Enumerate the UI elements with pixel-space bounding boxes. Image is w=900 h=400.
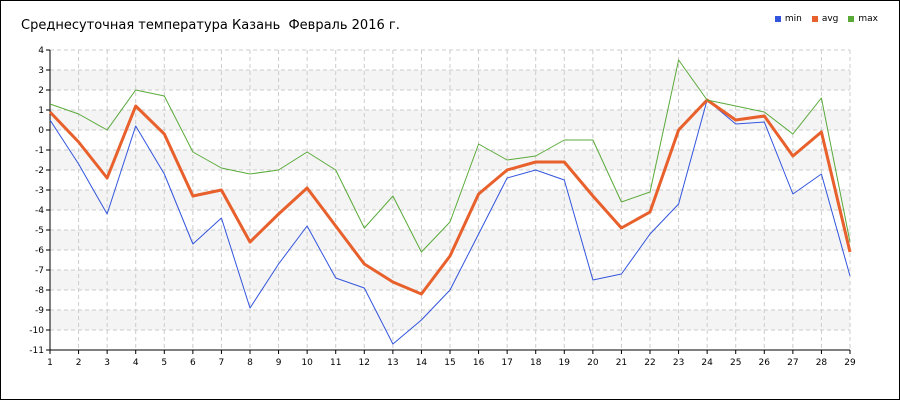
x-tick-label: 26	[759, 358, 771, 368]
x-tick-label: 22	[644, 358, 655, 368]
legend-label-max: max	[858, 14, 878, 24]
x-tick-label: 15	[444, 358, 455, 368]
y-tick-label: -7	[35, 266, 44, 276]
x-tick-label: 5	[161, 358, 167, 368]
y-tick-label: 0	[38, 126, 44, 136]
x-tick-label: 8	[247, 358, 253, 368]
y-tick-label: -10	[29, 326, 44, 336]
y-tick-label: -6	[35, 246, 44, 256]
legend-item-max: max	[848, 14, 878, 24]
x-tick-label: 19	[559, 358, 571, 368]
x-tick-label: 12	[359, 358, 370, 368]
x-tick-label: 10	[301, 358, 313, 368]
x-tick-label: 23	[673, 358, 684, 368]
x-tick-label: 18	[530, 358, 542, 368]
x-tick-label: 28	[816, 358, 828, 368]
y-tick-label: -5	[35, 226, 44, 236]
x-tick-label: 17	[501, 358, 512, 368]
chart-title: Среднесуточная температура Казань Феврал…	[21, 18, 400, 33]
legend-label-min: min	[784, 14, 802, 24]
x-tick-label: 14	[416, 358, 428, 368]
legend-swatch-max	[848, 16, 855, 22]
y-tick-label: -4	[35, 206, 44, 216]
x-tick-label: 3	[104, 358, 110, 368]
x-tick-label: 24	[701, 358, 713, 368]
chart-legend: min avg max	[774, 14, 878, 24]
legend-item-avg: avg	[811, 14, 839, 24]
legend-swatch-min	[774, 16, 781, 22]
y-tick-label: -1	[35, 146, 44, 156]
x-tick-label: 16	[473, 358, 485, 368]
x-tick-label: 1	[47, 358, 53, 368]
x-tick-label: 29	[844, 358, 856, 368]
x-tick-label: 2	[76, 358, 82, 368]
grid-band	[50, 270, 850, 290]
series-line-max	[49, 59, 851, 253]
y-tick-label: -2	[35, 166, 44, 176]
series-line-avg	[48, 98, 852, 296]
legend-swatch-avg	[811, 16, 818, 22]
y-tick-label: -3	[35, 186, 44, 196]
legend-label-avg: avg	[821, 14, 839, 24]
x-tick-label: 4	[133, 358, 139, 368]
x-tick-label: 7	[219, 358, 225, 368]
x-tick-label: 9	[276, 358, 282, 368]
y-tick-label: 3	[38, 66, 44, 76]
legend-item-min: min	[774, 14, 802, 24]
y-tick-label: 2	[38, 86, 44, 96]
y-tick-label: 4	[38, 46, 44, 56]
x-tick-label: 11	[330, 358, 341, 368]
grid-band	[50, 150, 850, 170]
y-tick-label: -8	[35, 286, 44, 296]
x-tick-label: 13	[387, 358, 398, 368]
y-tick-label: -9	[35, 306, 44, 316]
x-tick-label: 25	[730, 358, 741, 368]
x-tick-label: 21	[616, 358, 627, 368]
x-tick-label: 20	[587, 358, 599, 368]
x-tick-label: 6	[190, 358, 196, 368]
y-tick-label: -11	[29, 346, 44, 356]
x-tick-label: 27	[787, 358, 798, 368]
y-tick-label: 1	[38, 106, 44, 116]
